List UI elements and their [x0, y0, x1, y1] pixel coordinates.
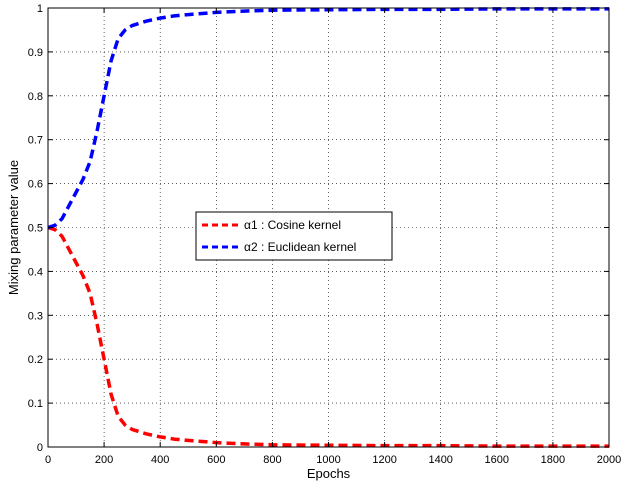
x-tick-label: 200	[95, 454, 113, 466]
x-tick-label: 2000	[597, 454, 621, 466]
x-axis-title: Epochs	[307, 466, 351, 481]
y-tick-label: 0.5	[28, 223, 43, 235]
y-axis-title: Mixing parameter value	[6, 160, 21, 295]
series-lines	[47, 7, 609, 448]
y-tick-label: 0.4	[28, 266, 43, 278]
axis-ticks: 0 200 400 600 800 1000 1200 1400 1600 1800 2000 0 0.…	[28, 3, 622, 466]
series-line-1	[47, 225, 609, 448]
y-tick-label: 0.9	[28, 47, 43, 59]
x-tick-label: 1400	[428, 454, 452, 466]
x-tick-label: 600	[207, 454, 225, 466]
x-tick-label: 0	[45, 454, 51, 466]
y-tick-label: 0.1	[28, 398, 43, 410]
x-tick-label: 1600	[485, 454, 509, 466]
legend-label-alpha1: α1 : Cosine kernel	[244, 218, 341, 232]
y-tick-label: 0.7	[28, 135, 43, 147]
y-tick-label: 0.2	[28, 354, 43, 366]
y-tick-label: 0	[37, 442, 43, 454]
x-tick-label: 800	[263, 454, 281, 466]
legend-label-alpha2: α2 : Euclidean kernel	[244, 240, 356, 254]
y-tick-label: 0.6	[28, 179, 43, 191]
y-tick-label: 0.3	[28, 310, 43, 322]
legend-box	[195, 211, 393, 261]
x-tick-label: 1200	[372, 454, 396, 466]
x-tick-label: 1800	[541, 454, 565, 466]
y-tick-label: 0.8	[28, 91, 43, 103]
series-line-2	[47, 7, 609, 230]
x-tick-label: 400	[151, 454, 169, 466]
x-tick-label: 1000	[316, 454, 340, 466]
legend: α1 : Cosine kernel α2 : Euclidean kernel	[195, 211, 393, 261]
y-tick-label: 1	[37, 3, 43, 15]
